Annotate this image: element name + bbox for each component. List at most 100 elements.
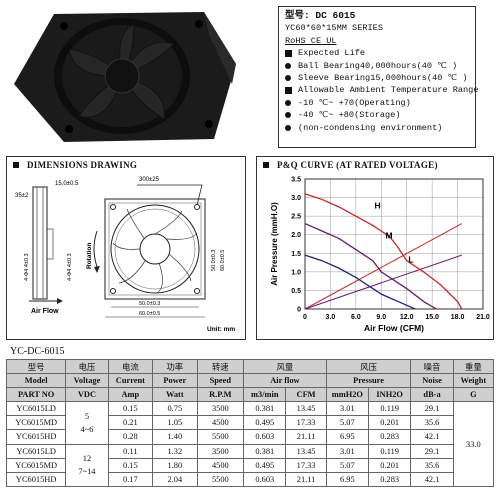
current-cell: 0.17 [107, 471, 154, 488]
noise-cell: 29.1 [410, 400, 454, 417]
dim-hole-v2-label: 4-Φ4.4±0.3 [67, 253, 73, 281]
power-cell: 2.04 [152, 471, 198, 488]
airflow-m3-cell: 0.603 [243, 429, 287, 445]
pressure-mm-cell: 5.07 [325, 457, 370, 473]
model-cell: YC6015MD [5, 457, 67, 473]
y-tick-label: 1.5 [291, 251, 301, 258]
power-cell: 1.40 [152, 429, 198, 445]
pressure-in-cell: 0.201 [368, 457, 412, 473]
series-label-m: M [386, 230, 393, 240]
square-bullet-icon [285, 49, 292, 57]
header-cn-power: 功率 [152, 359, 198, 374]
table-row: YC6015LD 12 7~14 0.11 1.32 3500 0.381 13.45 3.0… [5, 443, 494, 488]
header-en-weight: Weight [452, 373, 495, 388]
power-cell: 0.75 [152, 400, 198, 417]
noise-cell: 29.1 [410, 443, 454, 459]
noise-cell: 35.6 [410, 415, 454, 431]
dot-bullet-icon [285, 62, 291, 69]
pressure-in-cell: 0.201 [368, 415, 412, 431]
x-tick-label: 18.0 [451, 314, 465, 321]
x-tick-label: 9.0 [376, 314, 386, 321]
dim-inner-v-label: 50.0±0.3 [211, 250, 217, 271]
current-cell: 0.15 [107, 457, 154, 473]
model-cell: YC6015MD [5, 415, 67, 431]
power-cell: 1.80 [152, 457, 198, 473]
header-en-speed: Speed [196, 373, 245, 388]
model-cell: YC6015LD [5, 443, 67, 459]
dimensions-drawing: 35±2 15.0±0.5 4-Φ4.4±0.3 4-Φ4.4±0.3 Air … [15, 177, 235, 333]
y-tick-label: 3.5 [291, 177, 301, 184]
airflow-cfm-cell: 21.11 [285, 471, 327, 488]
pressure-in-cell: 0.119 [368, 400, 412, 417]
speed-cell: 5500 [196, 429, 245, 445]
airflow-cfm-cell: 21.11 [285, 429, 327, 445]
airflow-m3-cell: 0.495 [243, 457, 287, 473]
series-line-l [304, 254, 416, 310]
series-label-h: H [375, 201, 381, 211]
pq-chart: 0 3.0 6.0 9.0 12.0 15.0 18.0 21.0 0 0.5 1.0 1.5 2.0 2… [270, 177, 490, 334]
header-cn-model: 型号 [5, 359, 67, 374]
table-row: YC6015HD 0.28 1.40 5500 0.603 21.11 6.95 0.283 4… [5, 429, 494, 445]
fan-product-photo [14, 12, 236, 142]
dimensions-title-text: DIMENSIONS DRAWING [27, 160, 138, 170]
temp-note: (non-condensing environment) [298, 122, 443, 133]
voltage-cell: 12 7~14 [65, 443, 109, 488]
pq-title: P&Q CURVE (AT RATED VOLTAGE) [263, 160, 438, 170]
speed-cell: 3500 [196, 443, 245, 459]
unit-header: m3/min [243, 387, 287, 402]
unit-header: mmH2O [325, 387, 370, 402]
table-row: YC6015MD 0.15 1.80 4500 0.495 17.33 5.07 0.201 3… [5, 457, 494, 473]
header-cn-weight: 重量 [452, 359, 495, 374]
pressure-mm-cell: 5.07 [325, 415, 370, 431]
life-sleeve: Sleeve Bearing15,000hours(40 ℃ ) [298, 73, 468, 84]
temp-storage: -40 ℃~ +80(Storage) [298, 110, 401, 121]
model-cell: YC6015HD [5, 471, 67, 488]
series-label-l: L [408, 255, 413, 265]
dot-bullet-icon [285, 75, 291, 82]
pq-panel: P&Q CURVE (AT RATED VOLTAGE) 0 3.0 6.0 9.0 1… [256, 156, 494, 340]
rotation-label: Rotation [86, 243, 93, 269]
y-axis-label: Air Pressure (mmH.O) [270, 202, 279, 286]
header-en-airflow: Air flow [243, 373, 327, 388]
airflow-label: Air Flow [31, 308, 59, 315]
x-tick-label: 12.0 [400, 314, 414, 321]
voltage-cell: 5 4~6 [65, 401, 109, 445]
current-cell: 0.15 [107, 400, 154, 417]
cert-line: RoHS CE UL [285, 35, 337, 46]
airflow-cfm-cell: 13.45 [285, 443, 327, 459]
unit-header: Watt [152, 387, 198, 402]
weight-cell: 33.0 [452, 400, 495, 488]
unit-header: CFM [285, 387, 327, 402]
x-axis-label: Air Flow (CFM) [364, 323, 424, 333]
pressure-in-cell: 0.283 [368, 429, 412, 445]
unit-header: Amp [107, 387, 154, 402]
table-row: YC6015HD 0.17 2.04 5500 0.603 21.11 6.95 0.283 4… [5, 471, 494, 488]
dim-lead-label: 300±25 [139, 177, 160, 183]
unit-header: dB-a [410, 387, 454, 402]
header-cn-pressure: 风压 [325, 359, 412, 374]
header-cn-current: 电流 [107, 359, 154, 374]
header-en-voltage: Voltage [65, 373, 109, 388]
airflow-cfm-cell: 17.33 [285, 457, 327, 473]
table-label: YC-DC-6015 [10, 346, 65, 357]
unit-header: INH2O [368, 387, 412, 402]
square-bullet-icon [263, 162, 269, 168]
airflow-m3-cell: 0.495 [243, 415, 287, 431]
unit-header: R.P.M [196, 387, 245, 402]
header-en-pressure: Pressure [325, 373, 412, 388]
life-ball: Ball Bearing40,000hours(40 ℃ ) [298, 60, 458, 71]
y-tick-label: 2.0 [291, 232, 301, 239]
unit-label: Unit: mm [207, 326, 235, 333]
impedance-line [304, 254, 462, 310]
series-line-h [304, 193, 463, 310]
y-tick-label: 2.5 [291, 214, 301, 221]
dim-outer-v-label: 60.0±0.5 [220, 250, 226, 271]
dim-outer-h-label: 60.0±0.5 [139, 311, 160, 317]
pressure-mm-cell: 6.95 [325, 429, 370, 445]
header-en-noise: Noise [410, 373, 454, 388]
airflow-cfm-cell: 17.33 [285, 415, 327, 431]
dim-thick-label: 15.0±0.5 [55, 181, 79, 187]
model-line: 型号: DC 6015 [285, 10, 356, 21]
life-heading: Expected Life [298, 48, 366, 59]
x-tick-label: 3.0 [326, 314, 336, 321]
